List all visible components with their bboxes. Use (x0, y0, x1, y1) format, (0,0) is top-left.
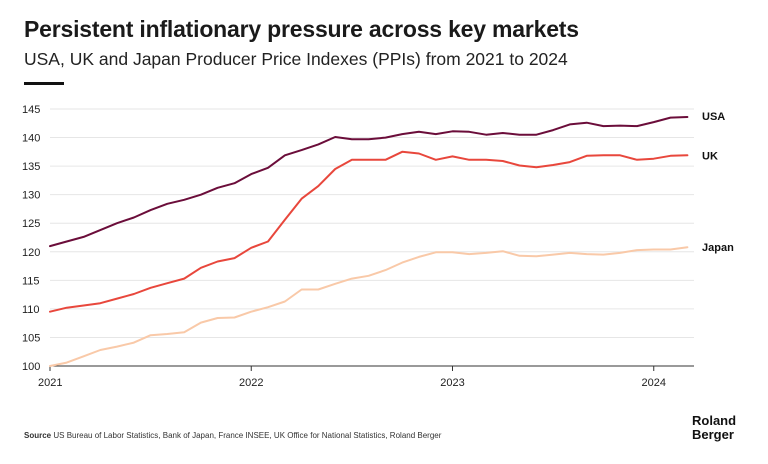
gridlines (50, 108, 694, 367)
chart-title: Persistent inflationary pressure across … (24, 16, 579, 42)
y-tick-label: 130 (22, 190, 40, 202)
series-label-usa: USA (702, 111, 725, 123)
x-axis-ticks: 2021 2022 2023 2024 (38, 366, 666, 389)
series-line-usa (49, 116, 689, 248)
series-label-uk: UK (702, 150, 718, 162)
x-tick-label: 2023 (440, 377, 464, 389)
chart-subtitle: USA, UK and Japan Producer Price Indexes… (24, 49, 568, 69)
series-line-uk (49, 150, 689, 313)
y-tick-label: 105 (22, 332, 40, 344)
x-tick-label: 2021 (38, 377, 62, 389)
y-tick-label: 100 (22, 361, 40, 373)
y-tick-label: 115 (22, 275, 40, 287)
source-text: US Bureau of Labor Statistics, Bank of J… (53, 431, 442, 440)
source-label: Source (24, 431, 52, 440)
y-tick-label: 145 (22, 104, 40, 116)
logo-line-2: Berger (692, 427, 734, 442)
title-underline (24, 82, 64, 85)
y-tick-label: 135 (22, 161, 40, 173)
roland-berger-logo: Roland Berger (692, 414, 736, 442)
y-tick-label: 140 (22, 133, 40, 145)
logo-line-1: Roland (692, 413, 737, 428)
series-label-japan: Japan (702, 242, 734, 254)
y-tick-label: 110 (22, 304, 40, 316)
series-labels: USA UK Japan (702, 111, 734, 254)
source-note: Source US Bureau of Labor Statistics, Ba… (24, 431, 441, 440)
series-line-japan (49, 246, 689, 367)
series-lines (49, 116, 689, 367)
y-axis-ticks: 100 105 110 115 120 125 130 135 140 145 (22, 104, 40, 373)
x-tick-label: 2024 (642, 377, 666, 389)
y-tick-label: 120 (22, 247, 40, 259)
y-tick-label: 125 (22, 218, 40, 230)
x-tick-label: 2022 (239, 377, 263, 389)
